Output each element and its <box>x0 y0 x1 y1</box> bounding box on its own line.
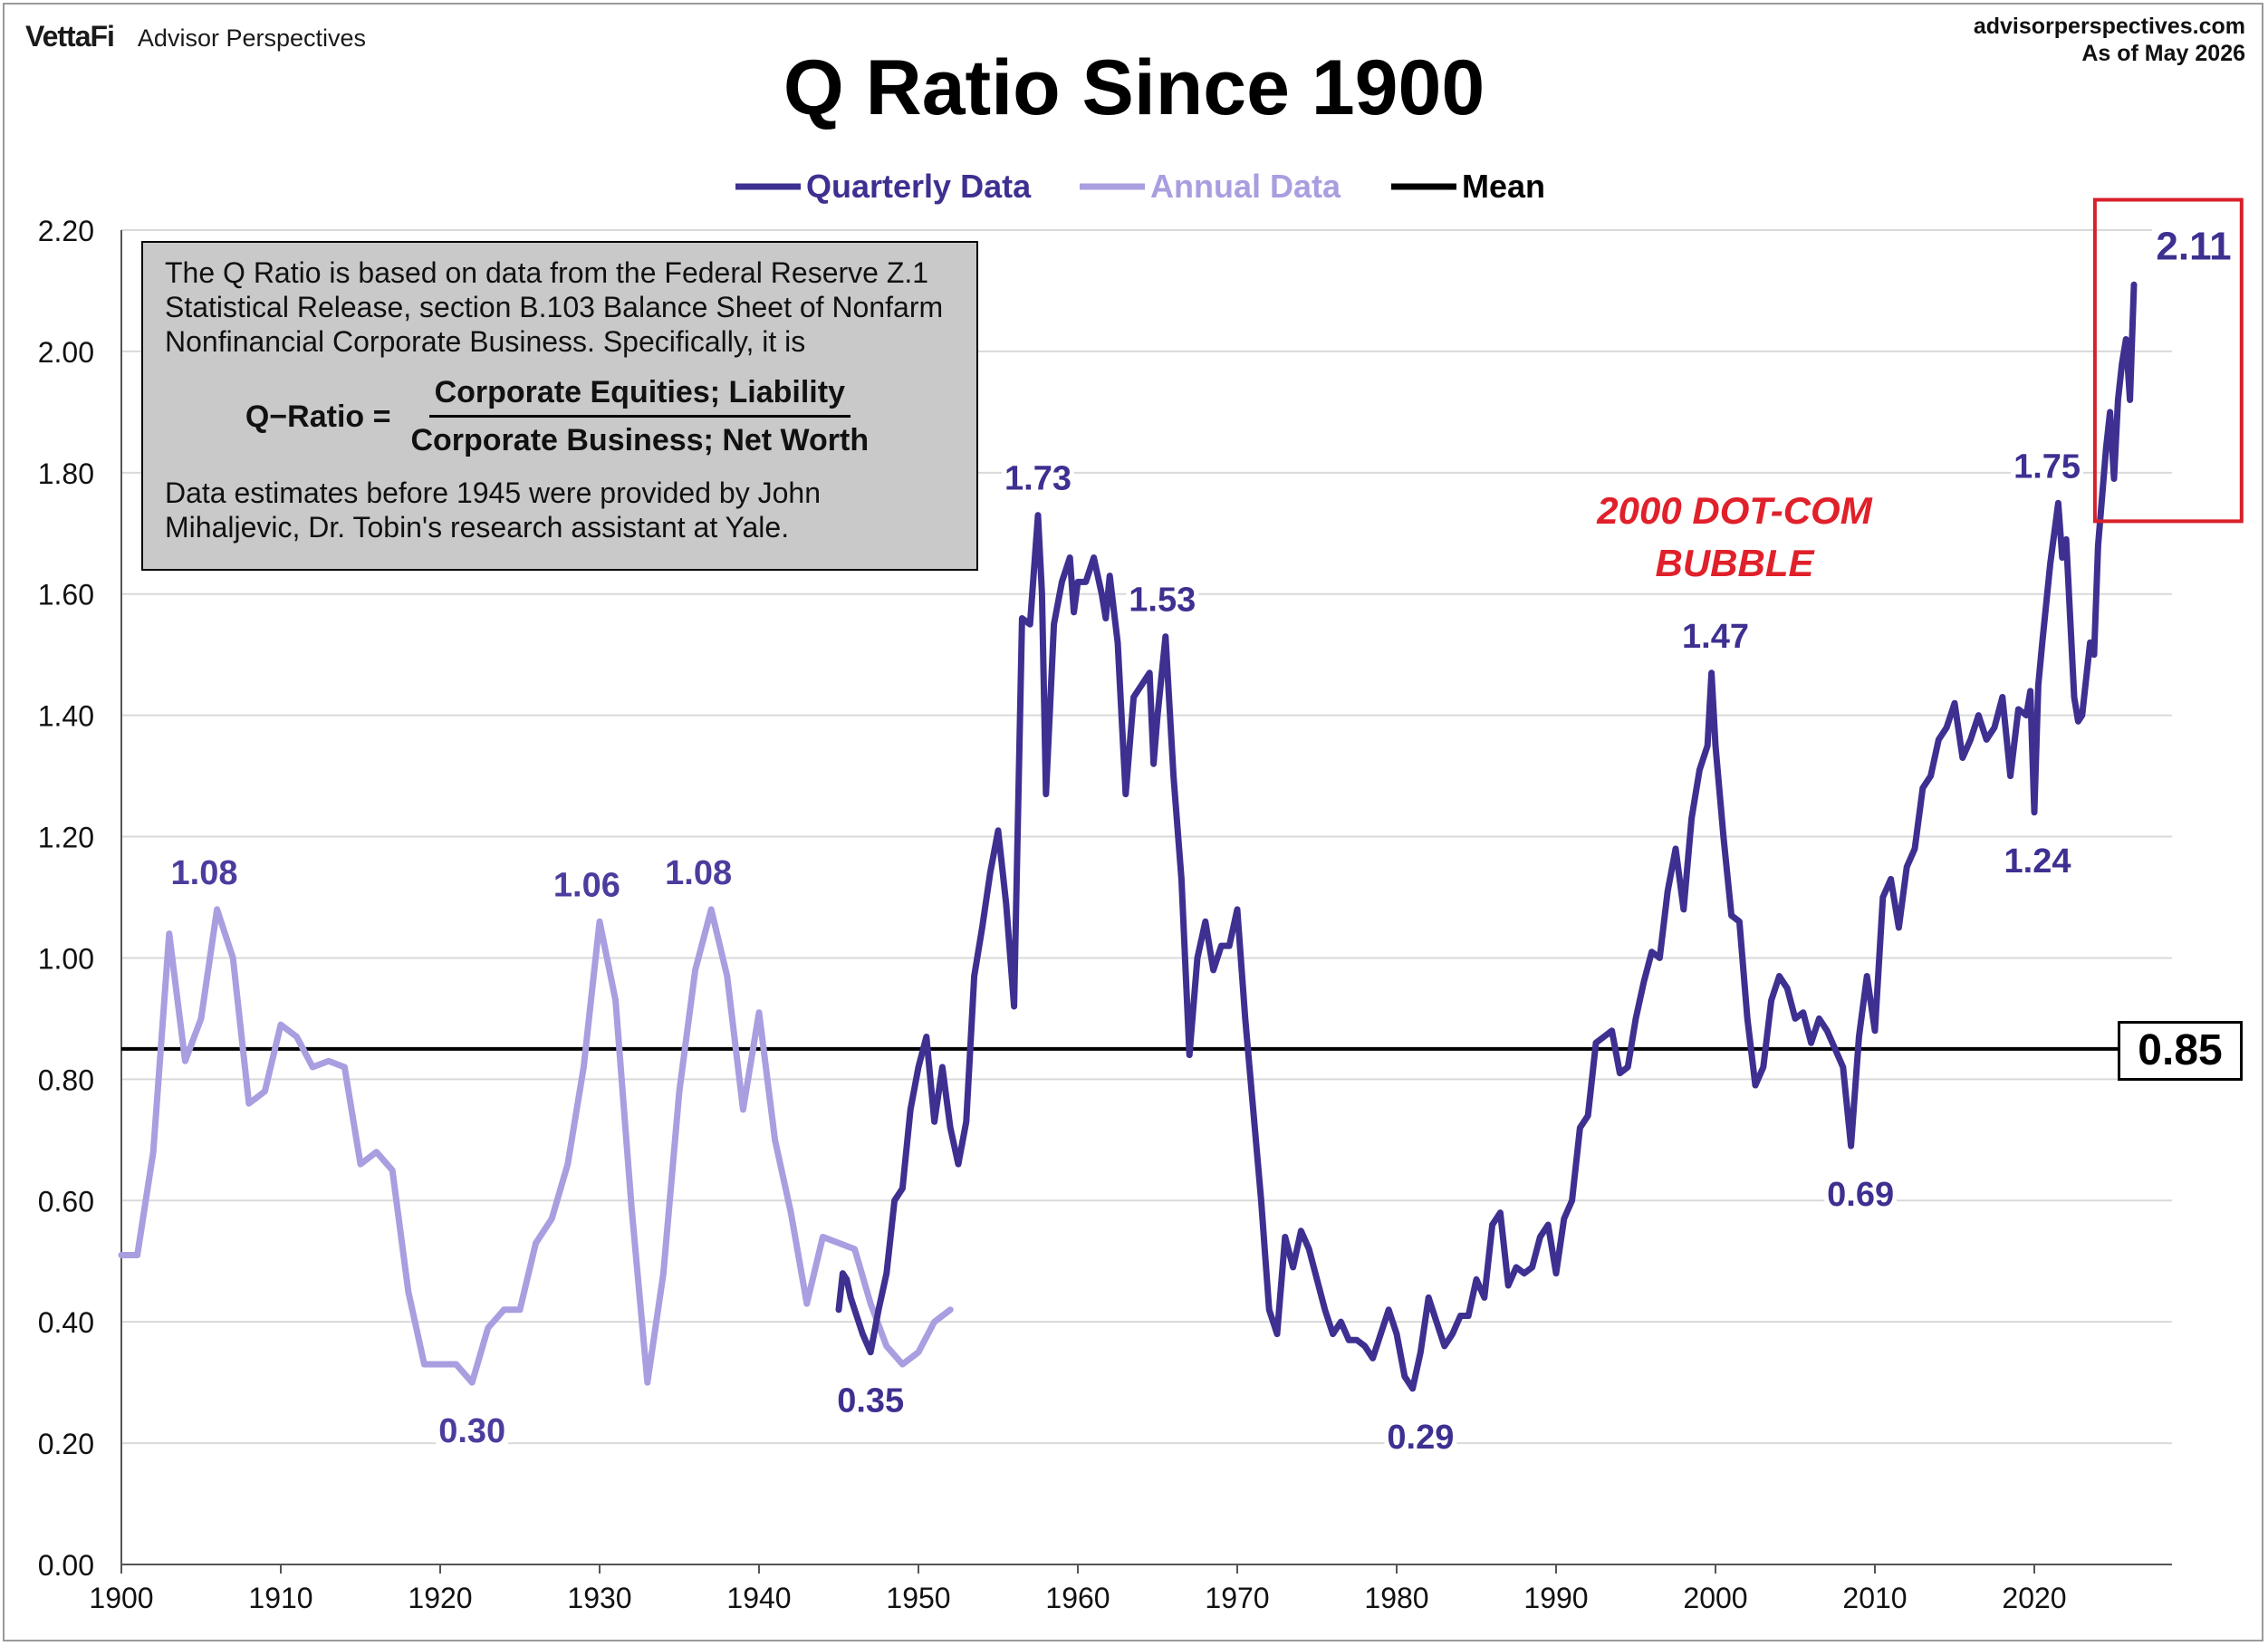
x-tick-label: 1940 <box>726 1582 791 1614</box>
as-of-date: As of May 2026 <box>2081 41 2245 66</box>
y-tick-label: 0.60 <box>38 1185 94 1218</box>
highlight-box-recent <box>2092 197 2244 524</box>
formula-denominator: Corporate Business; Net Worth <box>410 423 870 457</box>
dotcom-bubble-annotation: 2000 DOT-COM BUBBLE <box>1576 485 1893 590</box>
x-tick-label: 1930 <box>567 1582 631 1614</box>
y-tick-label: 2.20 <box>38 215 94 247</box>
data-label: 1.06 <box>553 866 620 904</box>
x-tick-label: 2000 <box>1683 1582 1747 1614</box>
x-tick-label: 2010 <box>1842 1582 1907 1614</box>
vettafi-logo: VettaFi <box>25 20 115 53</box>
data-label-bg <box>2011 447 2083 487</box>
x-tick-label: 1980 <box>1364 1582 1428 1614</box>
y-tick-label: 0.80 <box>38 1064 94 1096</box>
x-tick-label: 2020 <box>2002 1582 2066 1614</box>
data-label: 1.08 <box>665 854 732 892</box>
data-label-bg <box>2001 841 2074 881</box>
data-label: 1.47 <box>1682 618 1749 656</box>
brand-subtitle: Advisor Perspectives <box>137 24 367 52</box>
legend: Quarterly Data Annual Data Mean <box>735 168 1545 205</box>
source-block: advisorperspectives.com As of May 2026 <box>1974 13 2245 67</box>
y-tick-label: 0.40 <box>38 1306 94 1339</box>
info-text: The Q Ratio is based on data from the Fe… <box>165 256 944 358</box>
data-label-bg <box>168 852 241 893</box>
legend-label: Annual Data <box>1150 168 1341 205</box>
legend-label: Mean <box>1462 168 1545 205</box>
data-labels: 1.08 0.30 1.06 1.08 0.35 1.73 1.53 0.29 1.47 0.69… <box>168 223 2236 1458</box>
x-tick-label: 1910 <box>248 1582 312 1614</box>
bubble-line-1: 2000 DOT-COM <box>1597 489 1872 532</box>
formula-fraction: Corporate Equities; Liability Corporate … <box>405 375 874 457</box>
data-label-bg <box>1679 616 1752 657</box>
x-axis-ticks: 1900 1910 1920 1930 1940 1950 1960 1970 1980 1990… <box>89 1564 2067 1614</box>
data-label: 2.11 <box>2156 224 2231 268</box>
legend-label: Quarterly Data <box>806 168 1032 205</box>
data-label: 1.75 <box>2013 448 2081 486</box>
mean-value-box: 0.85 <box>2118 1021 2243 1081</box>
x-tick-label: 1990 <box>1523 1582 1588 1614</box>
series-line-annual <box>118 906 954 1386</box>
source-url: advisorperspectives.com <box>1973 14 2245 39</box>
y-tick-label: 1.60 <box>38 579 94 611</box>
data-label: 1.53 <box>1129 582 1196 620</box>
data-label-bg <box>662 852 735 893</box>
data-label: 0.29 <box>1387 1419 1454 1457</box>
chart-frame <box>3 3 2263 1641</box>
series-line-quarterly <box>835 281 2138 1392</box>
y-tick-label: 1.80 <box>38 457 94 490</box>
data-label: 1.24 <box>2004 842 2071 881</box>
q-ratio-formula: Q−Ratio = Corporate Equities; Liability … <box>165 375 955 457</box>
y-tick-label: 1.00 <box>38 942 94 975</box>
info-footnote: Data estimates before 1945 were provided… <box>165 476 821 544</box>
x-tick-label: 1950 <box>886 1582 950 1614</box>
data-label-bg <box>1824 1175 1898 1216</box>
data-label-bg <box>1126 580 1199 621</box>
data-label-bg <box>1384 1417 1457 1458</box>
y-axis-ticks: 0.00 0.20 0.40 0.60 0.80 1.00 1.20 1.40 1.60 1.80… <box>38 215 94 1582</box>
chart-title: Q Ratio Since 1900 <box>783 44 1485 131</box>
bubble-line-2: BUBBLE <box>1655 542 1814 584</box>
data-label: 0.35 <box>837 1382 904 1420</box>
data-label: 1.73 <box>1004 460 1072 498</box>
y-tick-label: 1.20 <box>38 822 94 854</box>
formula-label: Q−Ratio = <box>245 399 391 434</box>
x-tick-label: 1920 <box>408 1582 472 1614</box>
x-tick-label: 1970 <box>1205 1582 1269 1614</box>
brand: VettaFi Advisor Perspectives <box>25 20 366 53</box>
y-tick-label: 1.40 <box>38 700 94 733</box>
y-tick-label: 0.20 <box>38 1428 94 1460</box>
y-tick-label: 2.00 <box>38 336 94 369</box>
data-label: 1.08 <box>171 854 238 892</box>
data-label-bg <box>436 1411 509 1452</box>
data-label-bg <box>1002 458 1074 499</box>
formula-numerator: Corporate Equities; Liability <box>428 375 850 418</box>
data-label-bg <box>2151 223 2236 269</box>
data-label-bg <box>834 1381 908 1421</box>
y-tick-label: 0.00 <box>38 1549 94 1582</box>
x-tick-label: 1900 <box>89 1582 153 1614</box>
data-label: 0.69 <box>1827 1176 1894 1214</box>
x-tick-label: 1960 <box>1045 1582 1110 1614</box>
data-label: 0.30 <box>438 1412 505 1450</box>
info-box: The Q Ratio is based on data from the Fe… <box>141 241 978 571</box>
data-label-bg <box>551 865 623 906</box>
